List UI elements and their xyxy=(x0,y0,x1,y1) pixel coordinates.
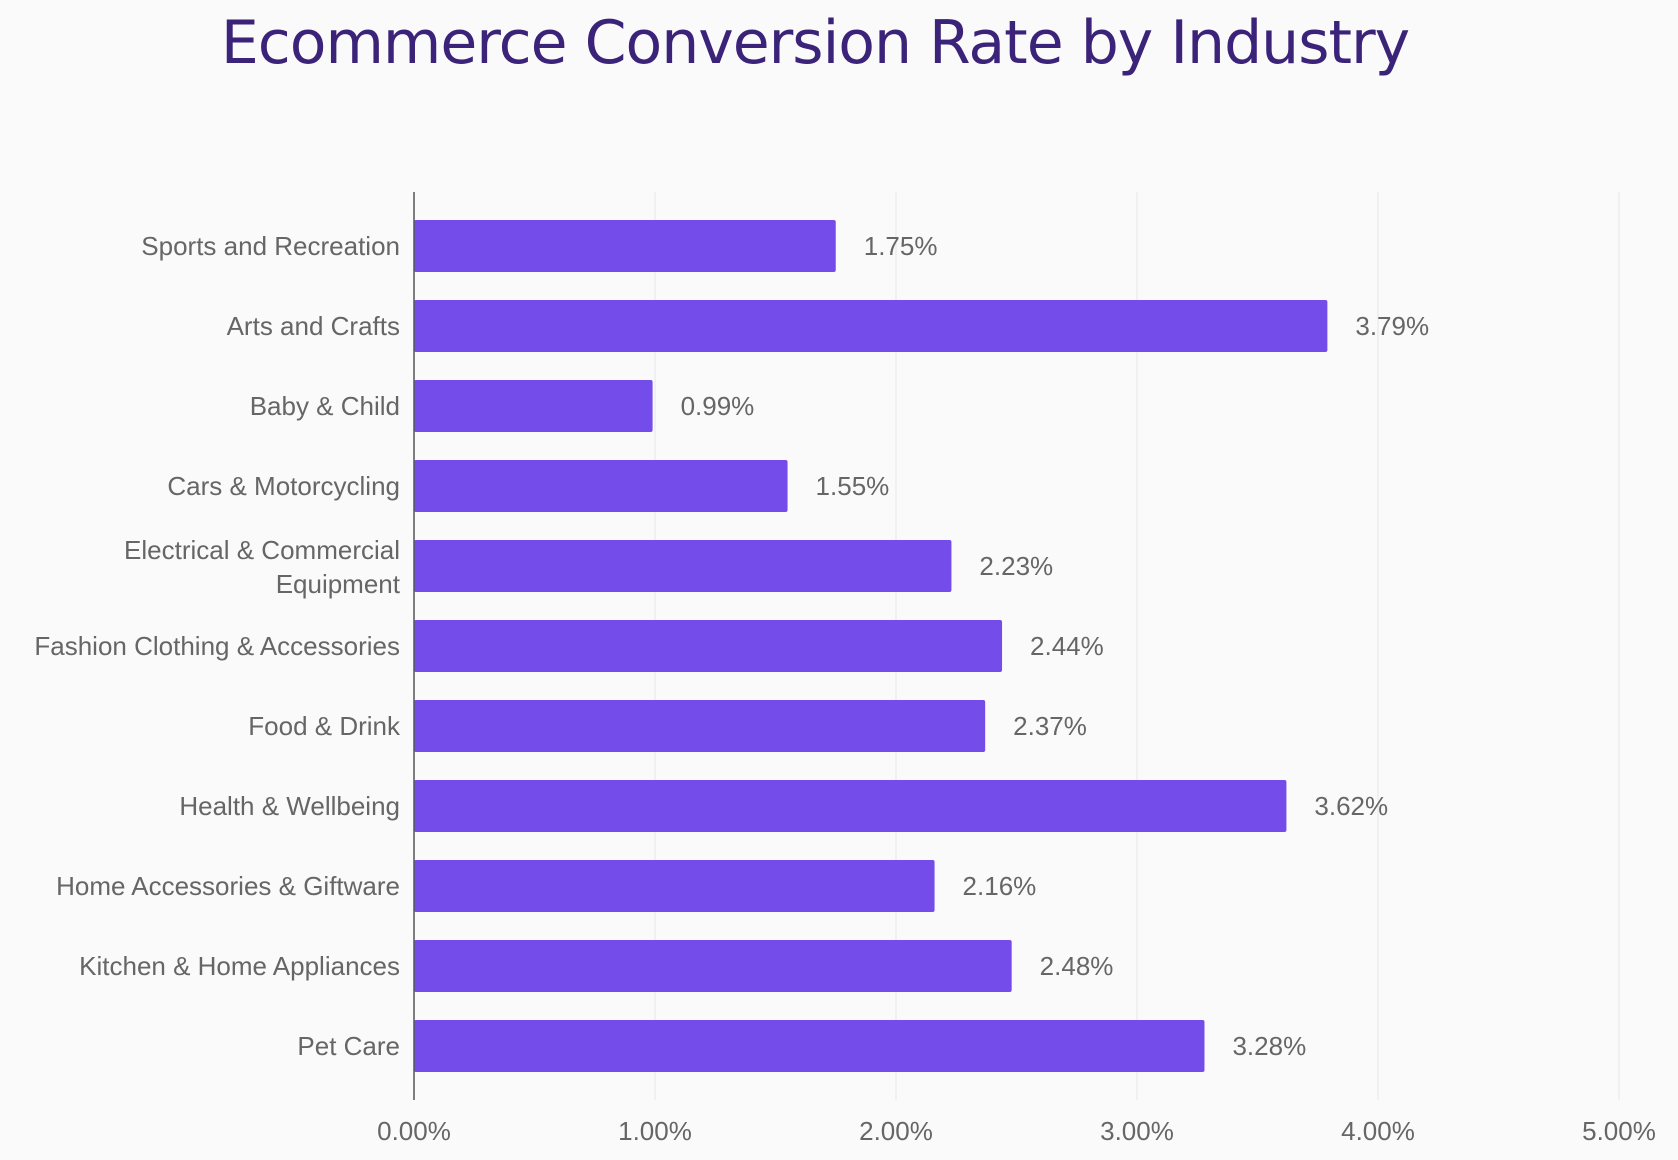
data-label: 3.79% xyxy=(1355,311,1429,341)
bar xyxy=(414,940,1012,992)
x-tick-label: 1.00% xyxy=(618,1116,692,1146)
category-label: Food & Drink xyxy=(248,711,401,741)
bar xyxy=(414,460,788,512)
data-label: 2.16% xyxy=(963,871,1037,901)
category-label: Health & Wellbeing xyxy=(179,791,400,821)
data-label: 2.23% xyxy=(979,551,1053,581)
bar xyxy=(414,860,935,912)
x-tick-label: 4.00% xyxy=(1341,1116,1415,1146)
x-tick-label: 0.00% xyxy=(377,1116,451,1146)
bar xyxy=(414,620,1003,672)
category-label: Fashion Clothing & Accessories xyxy=(34,631,400,661)
category-label: Electrical & Commercial Equipment xyxy=(124,535,401,599)
bar xyxy=(414,540,952,592)
category-label: Arts and Crafts xyxy=(227,311,400,341)
x-tick-label: 2.00% xyxy=(859,1116,933,1146)
chart-title: Ecommerce Conversion Rate by Industry xyxy=(220,8,1410,78)
bar xyxy=(414,380,653,432)
category-label: Pet Care xyxy=(297,1031,400,1061)
category-label: Home Accessories & Giftware xyxy=(56,871,400,901)
x-tick-label: 5.00% xyxy=(1582,1116,1656,1146)
data-label: 3.62% xyxy=(1314,791,1388,821)
data-label: 2.37% xyxy=(1013,711,1087,741)
bar xyxy=(414,220,836,272)
category-label: Cars & Motorcycling xyxy=(167,471,400,501)
bar xyxy=(414,1020,1205,1072)
data-label: 1.75% xyxy=(864,231,938,261)
bar xyxy=(414,300,1328,352)
category-label: Baby & Child xyxy=(250,391,400,421)
data-label: 2.44% xyxy=(1030,631,1104,661)
data-label: 3.28% xyxy=(1232,1031,1306,1061)
x-tick-label: 3.00% xyxy=(1100,1116,1174,1146)
bar xyxy=(414,700,986,752)
category-label: Sports and Recreation xyxy=(141,231,400,261)
data-label: 1.55% xyxy=(816,471,890,501)
data-label: 0.99% xyxy=(681,391,755,421)
category-label: Kitchen & Home Appliances xyxy=(79,951,400,981)
data-label: 2.48% xyxy=(1040,951,1114,981)
bar xyxy=(414,780,1287,832)
